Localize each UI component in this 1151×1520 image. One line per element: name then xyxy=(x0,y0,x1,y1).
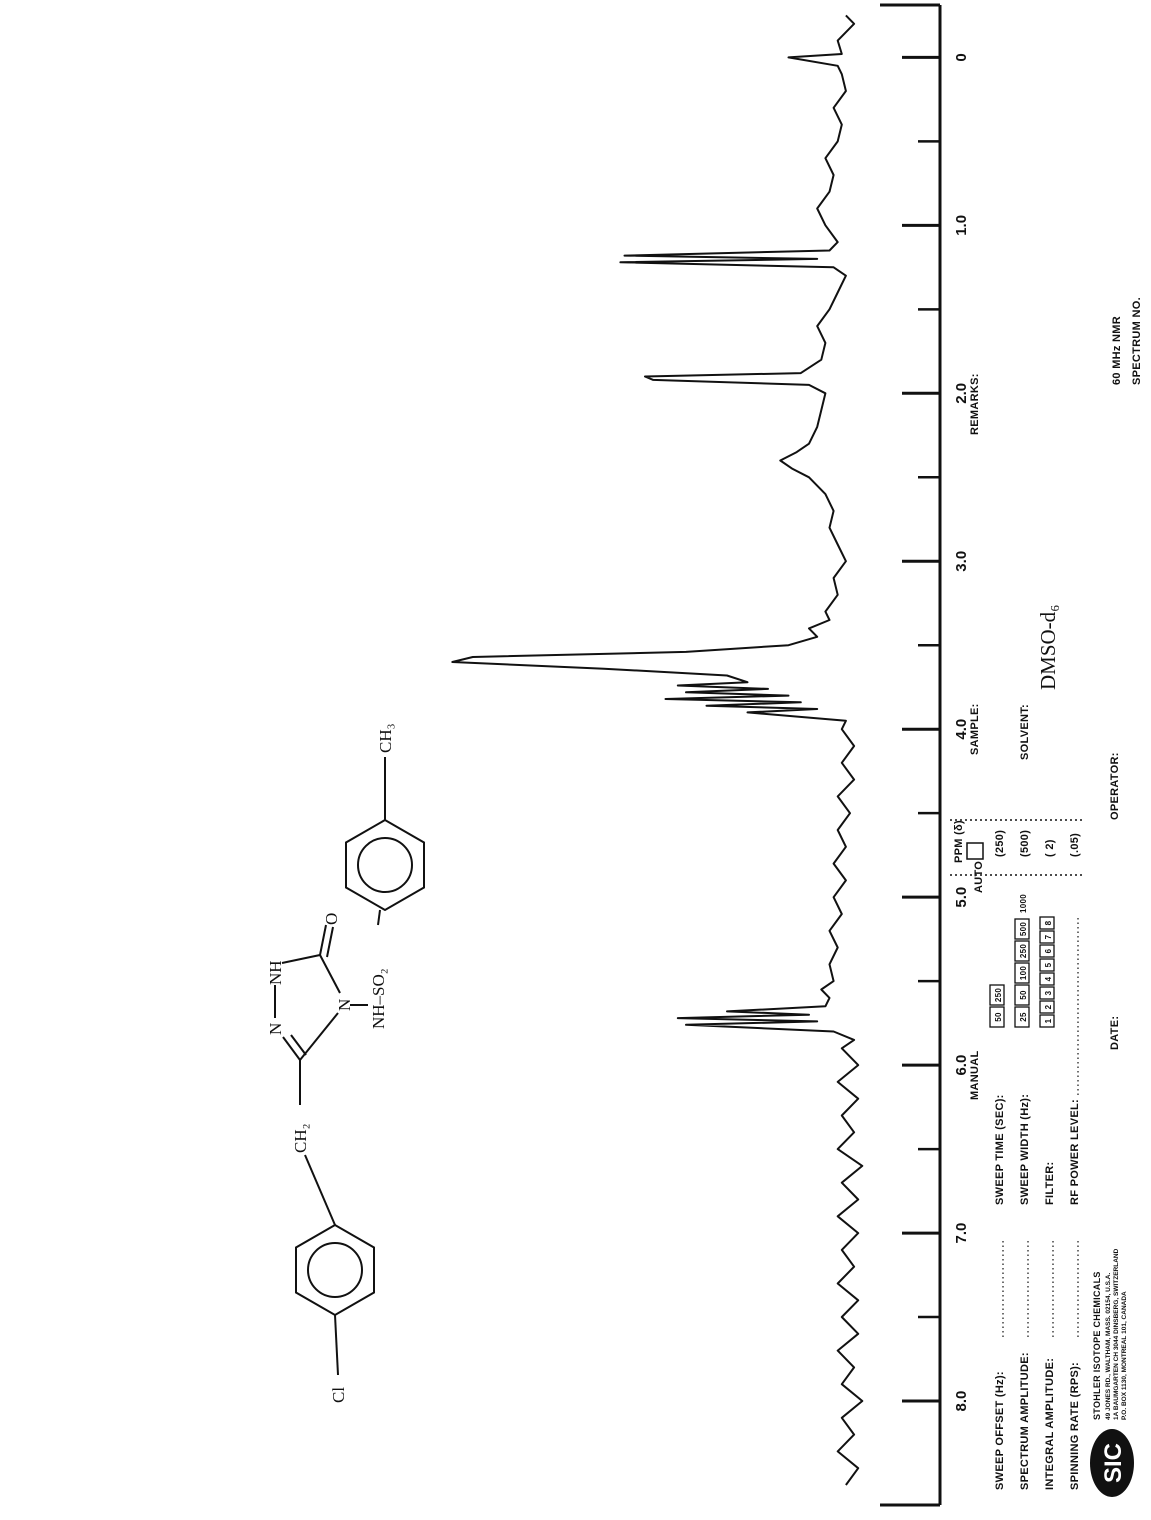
logo-text: SIC xyxy=(1100,1443,1127,1483)
option-box xyxy=(1039,930,1055,944)
form-label: REMARKS: xyxy=(969,373,981,435)
form-value: (500) xyxy=(1019,830,1031,857)
form-label: SOLVENT: xyxy=(1019,704,1031,760)
option-label: 7 xyxy=(1044,934,1053,939)
bond xyxy=(326,926,334,958)
form-label: SPECTRUM AMPLITUDE: xyxy=(1019,1352,1031,1490)
rotated-sheet: Cl CH₂ N NH O N NH–SO₂ CH₃ PPM (δ) MANUA… xyxy=(266,3,1143,1507)
form-value: (.05) xyxy=(1069,833,1081,857)
option-box xyxy=(1014,918,1030,940)
option-box xyxy=(1039,1014,1055,1028)
form-label: SWEEP TIME (SEC): xyxy=(994,1094,1006,1205)
structure xyxy=(274,757,425,1376)
form-label: INTEGRAL AMPLITUDE: xyxy=(1044,1358,1056,1490)
company-address: 1A BAUMGARTEN CH 3044 DINSBERG, SWITZERL… xyxy=(1113,1248,1120,1420)
option-box xyxy=(1014,984,1030,1006)
option-label: 250 xyxy=(1019,944,1028,958)
form-value: ( 2) xyxy=(1044,839,1056,857)
bond xyxy=(319,924,327,956)
option-label: 100 xyxy=(1019,966,1028,980)
atom-label: O xyxy=(322,913,341,925)
bond xyxy=(334,1314,339,1376)
bond xyxy=(281,954,321,964)
solvent: DMSO-d₆ xyxy=(1036,605,1060,691)
option-label: 2 xyxy=(1044,1004,1053,1009)
atom-label: N xyxy=(266,1023,285,1035)
option-box xyxy=(1039,958,1055,972)
option-label: 1 xyxy=(1044,1018,1053,1023)
x-tick-label: 0 xyxy=(953,53,970,61)
atom-label: NH–SO₂ xyxy=(369,968,388,1029)
option-box xyxy=(1039,1000,1055,1014)
x-tick-label: 7.0 xyxy=(953,1223,970,1244)
aromatic-circle xyxy=(307,1242,363,1298)
bond xyxy=(304,1154,336,1226)
axis-label: PPM (δ) xyxy=(953,820,965,863)
option-box xyxy=(1014,962,1030,984)
atom-label: N xyxy=(335,999,354,1011)
option-label: 4 xyxy=(1044,976,1053,981)
option-label: 5 xyxy=(1044,962,1053,967)
company-name: STOHLER ISOTOPE CHEMICALS xyxy=(1092,1271,1102,1420)
bond xyxy=(290,1034,307,1056)
spectrometer: 60 MHz NMR xyxy=(1111,316,1123,385)
company-address: P.O. BOX 1130, MONTREAL 101, CANADA xyxy=(1121,1291,1128,1420)
option-label: 6 xyxy=(1044,948,1053,953)
option-label: 250 xyxy=(994,988,1003,1002)
x-tick-label: 6.0 xyxy=(953,1055,970,1076)
atom-label: CH₃ xyxy=(376,723,395,753)
form-label: SWEEP OFFSET (Hz): xyxy=(994,1371,1006,1490)
x-tick-label: 8.0 xyxy=(953,1391,970,1412)
atom-label: CH₂ xyxy=(291,1123,310,1153)
option-label: 1000 xyxy=(1019,894,1028,913)
option-box xyxy=(1039,972,1055,986)
spectrum-number: SPECTRUM NO. xyxy=(1131,297,1143,385)
bond xyxy=(299,1012,339,1061)
atom-label: NH xyxy=(266,960,285,985)
spectrum-trace xyxy=(451,14,864,1486)
form-label: SWEEP WIDTH (Hz): xyxy=(1019,1094,1031,1205)
form-label: RF POWER LEVEL: xyxy=(1069,1099,1081,1205)
option-box xyxy=(1039,944,1055,958)
option-box xyxy=(989,1006,1005,1028)
benzene-ring xyxy=(345,818,425,912)
bond xyxy=(282,1036,301,1061)
option-label: 25 xyxy=(1019,1012,1028,1022)
option-box xyxy=(989,984,1005,1006)
x-tick-label: 1.0 xyxy=(953,215,970,236)
option-box xyxy=(1014,1006,1030,1028)
bond xyxy=(377,909,381,926)
x-tick-label: 4.0 xyxy=(953,719,970,740)
option-box xyxy=(1014,940,1030,962)
form-label: FILTER: xyxy=(1044,1162,1056,1205)
form-value: (250) xyxy=(994,830,1006,857)
x-tick-label: 3.0 xyxy=(953,551,970,572)
logo xyxy=(1090,1429,1134,1497)
form-label: SPINNING RATE (RPS): xyxy=(1069,1362,1081,1490)
form-label: AUTO xyxy=(973,861,985,893)
checkbox xyxy=(966,842,984,860)
option-box xyxy=(1039,986,1055,1000)
company-address: 49 JONES RD., WALTHAM, MASS. 02154, U.S.… xyxy=(1105,1273,1112,1420)
option-label: 50 xyxy=(994,1012,1003,1022)
form-label: OPERATOR: xyxy=(1109,752,1121,820)
option-label: 500 xyxy=(1019,922,1028,936)
aromatic-circle xyxy=(357,837,413,893)
form-label: DATE: xyxy=(1109,1016,1121,1050)
atom-label: Cl xyxy=(329,1387,348,1403)
x-tick-label: 2.0 xyxy=(953,383,970,404)
bond xyxy=(319,954,341,994)
option-box xyxy=(1039,916,1055,930)
option-label: 3 xyxy=(1044,990,1053,995)
option-label: 50 xyxy=(1019,990,1028,1000)
form-label: MANUAL xyxy=(969,1051,981,1100)
option-label: 8 xyxy=(1044,920,1053,925)
x-tick-label: 5.0 xyxy=(953,887,970,908)
form-label: SAMPLE: xyxy=(969,703,981,755)
